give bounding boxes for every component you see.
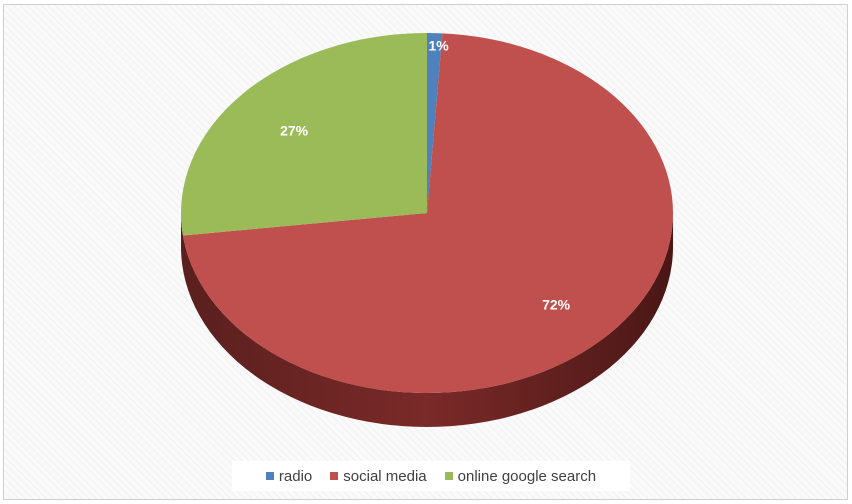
data-label-social-media: 72% — [542, 297, 571, 313]
pie-side-wall — [181, 213, 673, 427]
legend-swatch-online-google-search — [444, 472, 453, 480]
legend-item-social-media[interactable]: social media — [330, 467, 427, 485]
legend-swatch-radio — [265, 472, 274, 480]
legend-swatch-social-media — [330, 472, 339, 480]
pie-slice-radio[interactable] — [427, 33, 443, 213]
legend-item-online-google-search[interactable]: online google search — [444, 467, 597, 485]
pie-slice-online-google-search[interactable] — [181, 33, 427, 236]
legend-item-radio[interactable]: radio — [265, 467, 313, 485]
legend-label-radio: radio — [278, 467, 313, 485]
data-label-radio: 1% — [428, 38, 449, 54]
legend-label-online-google-search: online google search — [457, 467, 597, 485]
pie-slice-social-media[interactable] — [182, 33, 673, 394]
legend: radio social media online google search — [232, 461, 630, 491]
data-label-online-google-search: 27% — [280, 122, 309, 138]
legend-label-social-media: social media — [343, 467, 427, 485]
